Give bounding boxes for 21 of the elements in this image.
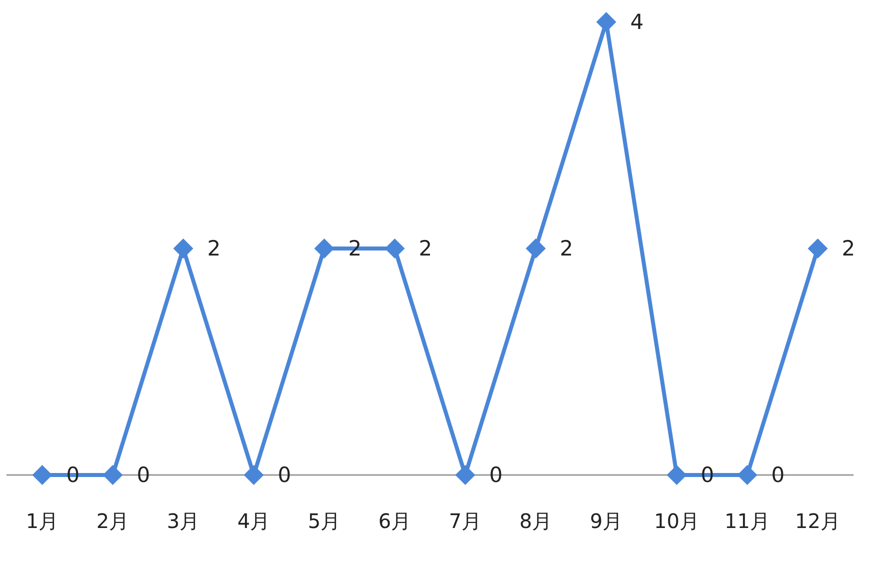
x-tick-label: 8月 — [519, 509, 552, 533]
x-tick-label: 6月 — [378, 509, 412, 533]
data-label: 2 — [418, 236, 432, 260]
data-label: 0 — [771, 463, 785, 487]
data-label: 0 — [278, 463, 292, 487]
x-tick-label: 7月 — [448, 509, 482, 533]
data-label: 4 — [630, 10, 644, 34]
x-tick-label: 1月 — [26, 509, 59, 533]
x-tick-label: 9月 — [590, 509, 623, 533]
data-label: 0 — [136, 463, 150, 487]
x-tick-label: 5月 — [308, 509, 341, 533]
data-label: 0 — [489, 463, 503, 487]
x-tick-label: 11月 — [724, 509, 770, 533]
data-label: 2 — [560, 236, 574, 260]
data-label: 2 — [207, 236, 221, 260]
x-tick-label: 10月 — [654, 509, 700, 533]
data-label: 2 — [842, 236, 856, 260]
x-tick-label: 3月 — [166, 509, 200, 533]
x-tick-label: 4月 — [237, 509, 270, 533]
x-tick-label: 12月 — [795, 509, 840, 533]
x-tick-label: 2月 — [96, 509, 130, 533]
